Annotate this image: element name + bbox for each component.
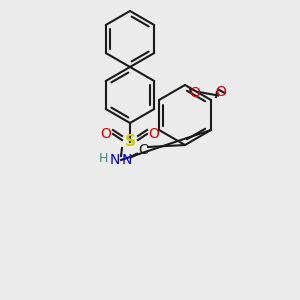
Text: O: O <box>215 85 226 99</box>
Text: N: N <box>122 153 132 167</box>
Text: S: S <box>124 134 136 149</box>
Text: H: H <box>98 152 108 164</box>
Text: C: C <box>138 143 148 157</box>
Text: N: N <box>110 153 120 167</box>
Text: O: O <box>190 86 200 100</box>
Text: O: O <box>100 127 111 141</box>
Text: O: O <box>148 127 159 141</box>
